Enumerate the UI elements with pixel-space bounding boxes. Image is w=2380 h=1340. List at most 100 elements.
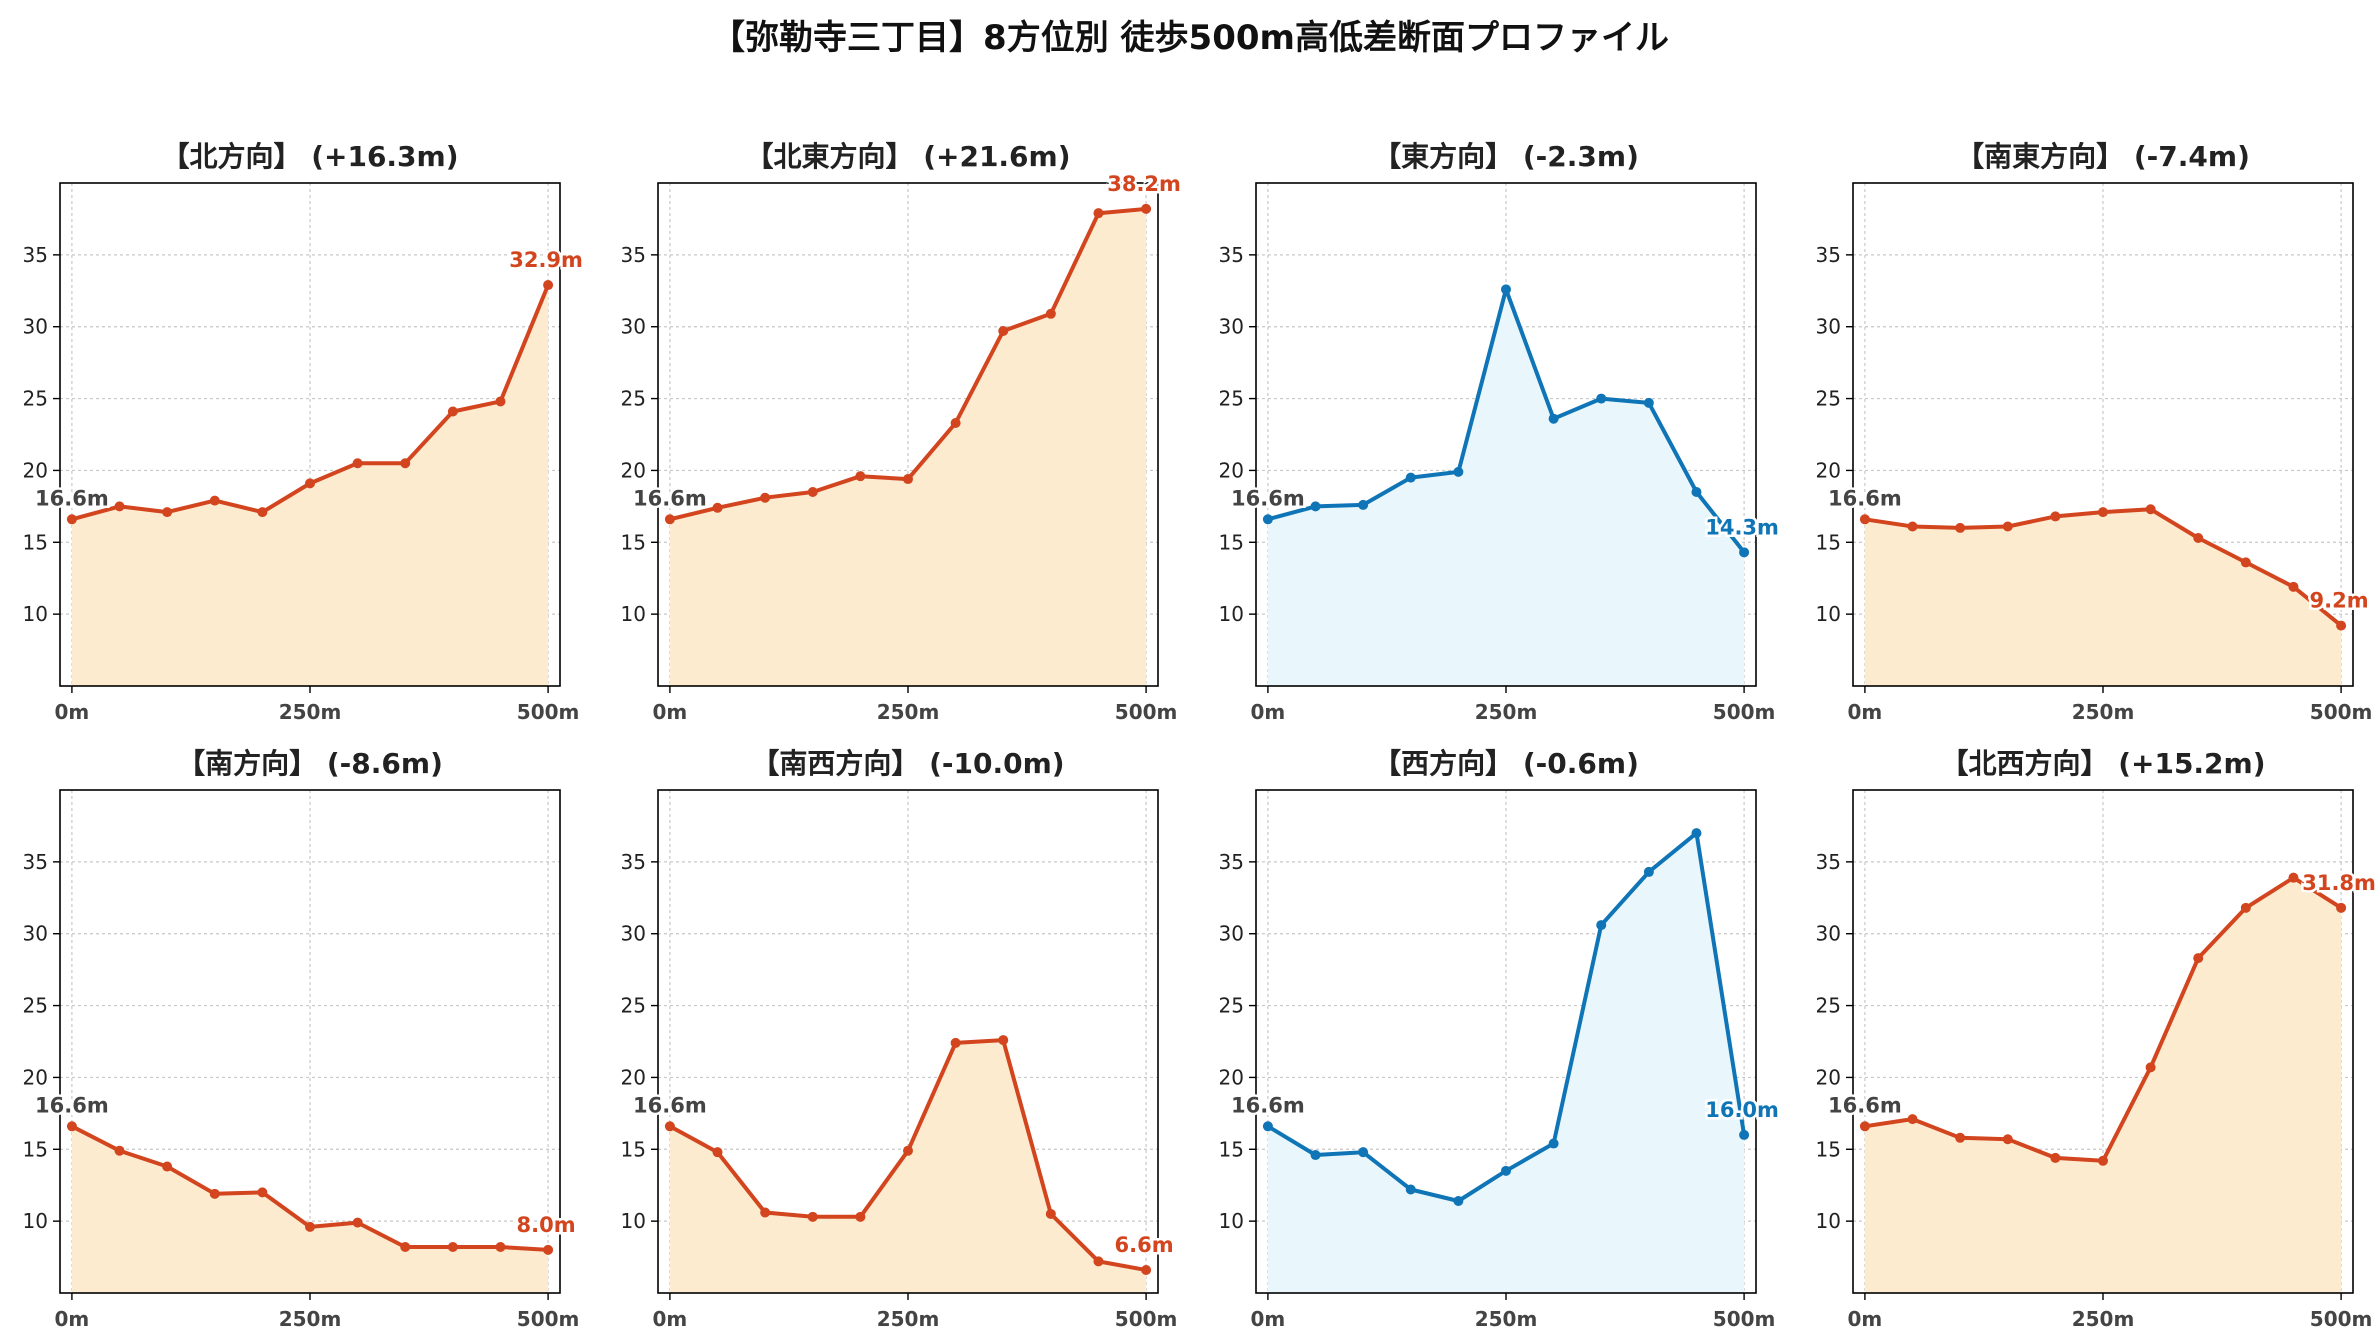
data-point [2002, 1134, 2013, 1145]
data-point [1358, 1147, 1369, 1158]
x-tick-label: 500m [2310, 700, 2373, 724]
x-tick-label: 500m [517, 1307, 580, 1331]
area-fill [71, 1126, 549, 1293]
data-point [903, 474, 913, 485]
y-tick-label: 20 [621, 1065, 646, 1089]
data-point [1501, 1165, 1511, 1176]
end-value-label: 14.3m [1705, 515, 1779, 539]
x-tick-label: 0m [1251, 1307, 1286, 1331]
y-tick-label: 35 [1219, 243, 1244, 267]
end-value-label: 8.0m [517, 1213, 576, 1237]
y-tick-label: 20 [1219, 1065, 1244, 1089]
x-tick-label: 0m [653, 1307, 688, 1331]
y-tick-label: 10 [1219, 602, 1244, 626]
x-tick-label: 0m [1251, 700, 1286, 724]
x-tick-label: 250m [279, 1307, 342, 1331]
data-point [2336, 902, 2347, 913]
start-value-label: 16.6m [35, 486, 109, 510]
x-tick-label: 500m [1713, 700, 1776, 724]
y-tick-label: 35 [621, 243, 646, 267]
data-point [2193, 532, 2204, 543]
data-point [1501, 284, 1511, 295]
data-point [950, 418, 961, 429]
data-point [2145, 1062, 2156, 1073]
area-fill [1864, 877, 2342, 1293]
data-point [1859, 514, 1870, 525]
y-tick-label: 35 [23, 243, 48, 267]
subplot-2: 【北東方向】 (+21.6m) 10 15 20 25 30 35 0m 250m 500m 16.… [621, 140, 1184, 724]
subplot-title: 【南西方向】 (-10.0m) [751, 747, 1064, 780]
y-tick-label: 35 [621, 850, 646, 874]
data-point [2193, 953, 2204, 964]
y-tick-label: 25 [1816, 994, 1841, 1018]
end-value-label: 9.2m [2310, 589, 2369, 613]
x-tick-label: 250m [2072, 700, 2135, 724]
data-point [2098, 507, 2108, 518]
data-point [1358, 499, 1369, 510]
data-point [903, 1145, 913, 1156]
y-tick-label: 10 [1219, 1209, 1244, 1233]
subplot-title: 【北東方向】 (+21.6m) [745, 140, 1070, 173]
start-value-label: 16.6m [1828, 486, 1902, 510]
data-point [760, 492, 771, 503]
data-point [543, 280, 554, 291]
subplot-6: 【南西方向】 (-10.0m) 10 15 20 25 30 35 0m 250m 500m 16.… [621, 747, 1178, 1331]
data-point [543, 1244, 554, 1255]
y-tick-label: 20 [1816, 1065, 1841, 1089]
data-point [1045, 308, 1056, 319]
end-value-label: 6.6m [1115, 1233, 1174, 1257]
data-point [305, 478, 315, 489]
subplot-title: 【北方向】 (+16.3m) [161, 140, 458, 173]
data-point [209, 495, 220, 506]
data-point [1907, 1114, 1918, 1125]
data-point [162, 507, 173, 518]
data-point [1955, 522, 1966, 533]
data-point [2098, 1155, 2108, 1166]
data-point [400, 458, 411, 469]
data-point [2336, 620, 2347, 631]
data-point [257, 1187, 268, 1198]
data-point [2050, 511, 2061, 522]
data-point [352, 458, 363, 469]
y-tick-label: 35 [1816, 243, 1841, 267]
y-tick-label: 15 [1816, 530, 1841, 554]
y-tick-label: 30 [1219, 315, 1244, 339]
x-tick-label: 250m [2072, 1307, 2135, 1331]
end-value-label: 16.0m [1705, 1098, 1779, 1122]
x-tick-label: 250m [1475, 700, 1538, 724]
y-tick-label: 10 [23, 602, 48, 626]
data-point [664, 1121, 675, 1132]
start-value-label: 16.6m [1231, 1093, 1305, 1117]
area-fill [669, 1040, 1147, 1293]
y-tick-label: 30 [23, 315, 48, 339]
data-point [1262, 1121, 1273, 1132]
area-fill [669, 208, 1147, 686]
data-point [447, 406, 458, 417]
data-point [1310, 501, 1321, 512]
y-tick-label: 10 [23, 1209, 48, 1233]
y-tick-label: 20 [621, 458, 646, 482]
data-point [950, 1037, 961, 1048]
start-value-label: 16.6m [633, 486, 707, 510]
subplot-5: 【南方向】 (-8.6m) 10 15 20 25 30 35 0m 250m 500m 16.6m… [23, 747, 580, 1331]
data-point [807, 1211, 818, 1222]
y-tick-label: 35 [1816, 850, 1841, 874]
x-tick-label: 0m [1848, 1307, 1883, 1331]
data-point [2240, 557, 2251, 568]
x-tick-label: 0m [55, 700, 90, 724]
data-point [66, 514, 77, 525]
end-value-label: 32.9m [509, 248, 583, 272]
data-point [1691, 486, 1702, 497]
data-point [2240, 902, 2251, 913]
y-tick-label: 30 [621, 315, 646, 339]
y-tick-label: 10 [1816, 602, 1841, 626]
x-tick-label: 0m [1848, 700, 1883, 724]
data-point [1405, 472, 1416, 483]
y-tick-label: 30 [1219, 922, 1244, 946]
y-tick-label: 25 [23, 387, 48, 411]
data-point [66, 1121, 77, 1132]
y-tick-label: 30 [23, 922, 48, 946]
y-tick-label: 15 [1816, 1137, 1841, 1161]
data-point [1548, 1138, 1559, 1149]
